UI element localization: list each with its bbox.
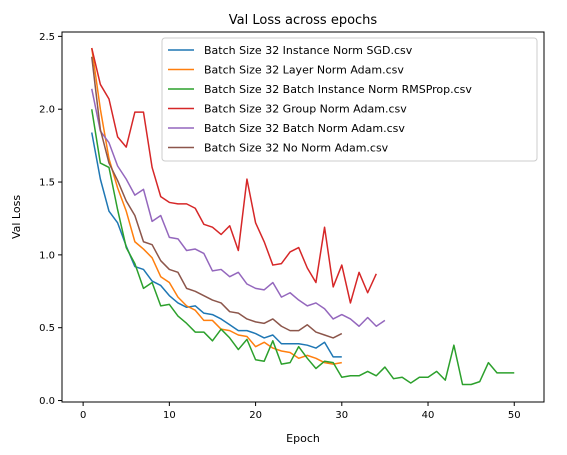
x-tick-label: 10 xyxy=(163,410,176,421)
legend-label: Batch Size 32 Instance Norm SGD.csv xyxy=(204,44,413,57)
x-tick-label: 30 xyxy=(335,410,348,421)
y-axis: 0.0 0.5 1.0 1.5 2.0 2.5 xyxy=(39,32,62,407)
series-line-2 xyxy=(91,47,342,365)
y-axis-label: Val Loss xyxy=(10,195,23,239)
series-line-1 xyxy=(91,132,342,358)
x-tick-label: 20 xyxy=(249,410,262,421)
y-tick-label: 0.5 xyxy=(39,323,55,334)
y-tick-label: 1.0 xyxy=(39,250,55,261)
x-tick-label: 0 xyxy=(80,410,86,421)
series-line-5 xyxy=(91,88,386,327)
legend-label: Batch Size 32 Group Norm Adam.csv xyxy=(204,103,407,116)
legend-box xyxy=(161,37,538,162)
legend-label: Batch Size 32 Batch Norm Adam.csv xyxy=(204,122,405,135)
chart-title: Val Loss across epochs xyxy=(229,13,378,28)
legend-label: Batch Size 32 No Norm Adam.csv xyxy=(204,142,389,155)
x-tick-label: 50 xyxy=(508,410,521,421)
x-axis-label: Epoch xyxy=(286,432,320,445)
plot-frame xyxy=(61,31,545,403)
series-line-3 xyxy=(91,109,515,386)
y-tick-label: 2.0 xyxy=(39,105,55,116)
series-line-4 xyxy=(91,47,377,304)
legend-label: Batch Size 32 Batch Instance Norm RMSPro… xyxy=(204,83,472,96)
y-tick-label: 2.5 xyxy=(39,32,55,43)
legend-label: Batch Size 32 Layer Norm Adam.csv xyxy=(204,64,404,77)
y-tick-label: 1.5 xyxy=(39,178,55,189)
legend: Batch Size 32 Instance Norm SGD.csv Batch… xyxy=(161,37,538,162)
x-tick-label: 40 xyxy=(422,410,435,421)
x-axis: 0 10 20 30 40 50 xyxy=(80,402,521,421)
series-line-6 xyxy=(91,56,343,339)
y-tick-label: 0.0 xyxy=(39,396,55,407)
